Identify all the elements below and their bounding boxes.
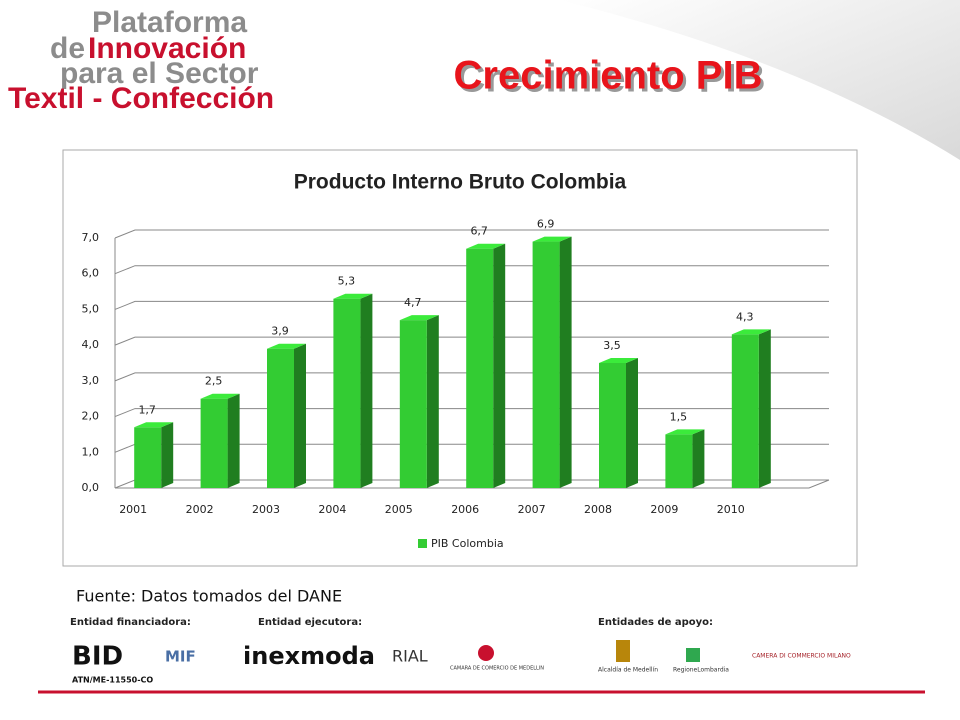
slide-title: Crecimiento PIB	[454, 54, 763, 98]
bar	[333, 298, 361, 488]
bar-top	[466, 243, 506, 249]
legend-swatch	[418, 539, 427, 548]
chart-frame	[62, 149, 858, 567]
x-tick-label: 2006	[451, 503, 479, 516]
logo-camara: CAMARA DE COMERCIO DE MEDELLIN	[450, 666, 544, 672]
bar-side	[161, 422, 174, 488]
legend-label: PIB Colombia	[431, 537, 504, 550]
bar-top	[200, 393, 240, 399]
data-label: 6,7	[470, 225, 488, 238]
footer-label: Entidad financiadora:	[70, 617, 191, 628]
bar-top	[267, 343, 306, 349]
logo-text: Plataforma	[92, 6, 247, 39]
plot: 0,0 1,0 2,0 3,0 4,0 5,0 6,0 7,0 2001 2002 2003 2004…	[82, 218, 830, 550]
data-label: 2,5	[205, 375, 223, 388]
data-label: 4,3	[736, 310, 754, 323]
bar-side	[294, 343, 306, 488]
bar	[731, 334, 759, 488]
bar-side	[227, 393, 240, 488]
bar-side	[559, 236, 572, 488]
x-tick-label: 2001	[119, 503, 147, 516]
logo-text: para el Sector	[60, 57, 259, 90]
y-tick-label: 5,0	[82, 302, 100, 315]
x-tick-label: 2008	[584, 503, 612, 516]
grid-line	[114, 300, 829, 310]
data-label: 3,5	[603, 339, 621, 352]
grid-line	[114, 372, 829, 382]
grid-line	[114, 265, 829, 275]
y-tick-label: 7,0	[82, 231, 100, 244]
bar	[200, 398, 228, 488]
bar	[532, 241, 560, 488]
bar-side	[426, 315, 439, 488]
bar-top	[399, 315, 439, 321]
data-label: 1,5	[670, 410, 688, 423]
bar	[665, 434, 693, 488]
bar-top	[134, 422, 174, 428]
grid-line	[114, 408, 829, 418]
bar-top	[665, 429, 705, 435]
data-label: 6,9	[537, 218, 555, 231]
bar-side	[360, 293, 373, 488]
x-tick-label: 2002	[186, 503, 214, 516]
bar	[267, 348, 294, 488]
bar-top	[731, 329, 771, 335]
data-label: 4,7	[404, 296, 422, 309]
bar	[399, 320, 427, 488]
x-tick-label: 2007	[518, 503, 546, 516]
bar-side	[626, 358, 638, 488]
bar	[466, 248, 494, 488]
y-tick-label: 0,0	[82, 481, 100, 494]
x-tick-label: 2010	[717, 503, 745, 516]
logo-text: Innovación	[88, 32, 246, 65]
data-label: 3,9	[271, 325, 289, 338]
logo-icon	[616, 640, 630, 662]
y-tick-label: 4,0	[82, 338, 100, 351]
x-tick-label: 2009	[650, 503, 678, 516]
data-label: 1,7	[138, 403, 156, 416]
bar-top	[532, 236, 572, 242]
logo-inexmoda: inexmoda	[243, 642, 375, 670]
logo: Plataforma de Innovación para el Sector …	[8, 6, 274, 115]
grid-line	[114, 229, 829, 239]
chart-title: Producto Interno Bruto Colombia	[294, 171, 627, 194]
footer-label: Entidades de apoyo:	[598, 617, 713, 628]
bar-side	[493, 243, 506, 488]
y-tick-label: 1,0	[82, 445, 100, 458]
logo-rial: RIAL	[392, 647, 428, 666]
title-shadow: Crecimiento PIB	[457, 57, 766, 101]
bar	[599, 363, 626, 488]
x-tick-label: 2003	[252, 503, 280, 516]
source: Fuente: Datos tomados del DANE	[76, 587, 342, 606]
logo-icon	[478, 645, 494, 661]
data-label: 5,3	[338, 275, 356, 288]
x-tick-label: 2004	[318, 503, 346, 516]
logo-mif: MIF	[165, 648, 196, 666]
bar-top	[333, 293, 373, 299]
bar-top	[599, 358, 638, 363]
y-tick-label: 3,0	[82, 374, 100, 387]
footer-label: Entidad ejecutora:	[258, 617, 362, 628]
logo-bid: BID	[72, 642, 123, 672]
x-tick-label: 2005	[385, 503, 413, 516]
bar-side	[692, 429, 705, 488]
logo-text: Textil - Confección	[8, 82, 274, 115]
bar-side	[758, 329, 771, 488]
y-tick-label: 6,0	[82, 267, 100, 280]
swoosh	[560, 0, 960, 160]
y-tick-label: 2,0	[82, 410, 100, 423]
logo-milano: CAMERA DI COMMERCIO MILANO	[752, 653, 851, 660]
grid-line	[114, 336, 829, 346]
logo-bid-code: ATN/ME-11550-CO	[72, 676, 153, 685]
logo-lombardia: RegioneLombardia	[673, 667, 729, 674]
logo-alcaldia: Alcaldía de Medellín	[598, 667, 658, 674]
logo-text: de	[50, 32, 85, 65]
bar	[134, 427, 162, 488]
footer: Entidad financiadora: Entidad ejecutora:…	[38, 617, 925, 694]
logo-icon	[686, 648, 700, 662]
